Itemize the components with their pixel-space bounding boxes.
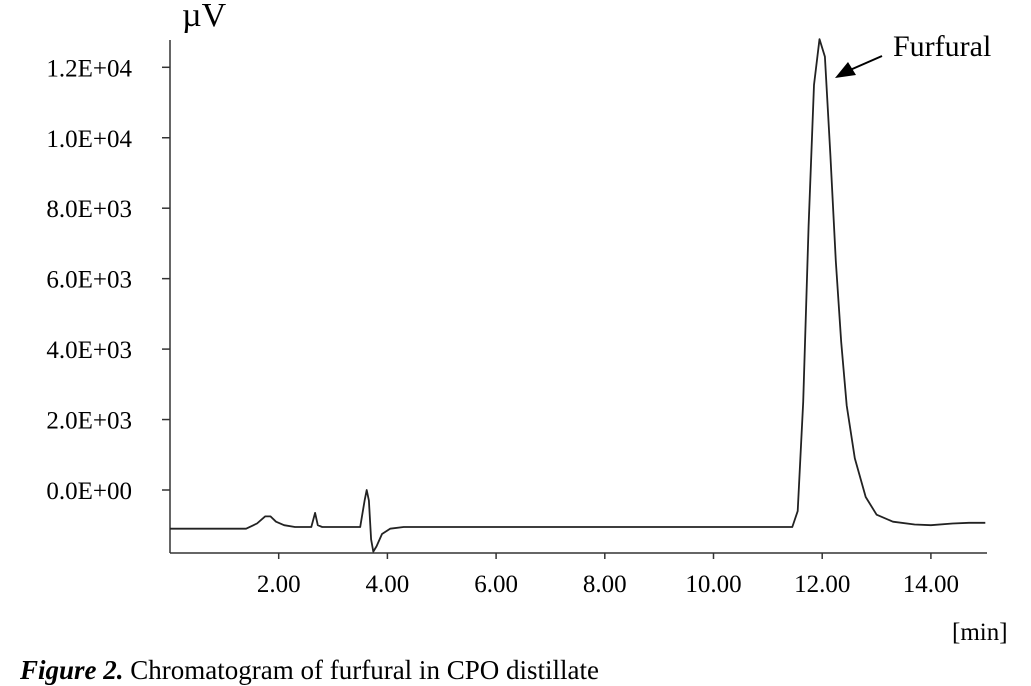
figure-caption-label: Figure 2. [20, 655, 124, 685]
x-axis-unit-label: [min] [952, 619, 1008, 646]
y-tick-label: 2.0E+03 [46, 408, 132, 435]
y-tick-label: 4.0E+03 [46, 337, 132, 364]
x-tick-label: 6.00 [474, 571, 518, 598]
figure-caption-text: Chromatogram of furfural in CPO distilla… [123, 655, 599, 685]
y-tick-label: 0.0E+00 [46, 478, 132, 505]
x-tick-label: 10.00 [685, 571, 741, 598]
x-tick-label: 12.00 [794, 571, 850, 598]
annotation-arrow-line [849, 55, 883, 71]
x-tick-label: 4.00 [366, 571, 410, 598]
annotation-label: Furfural [893, 30, 991, 63]
x-axis-ticks: 2.00 4.00 6.00 8.00 10.00 12.00 14.00 [257, 553, 959, 598]
figure-caption: Figure 2. Chromatogram of furfural in CP… [20, 655, 599, 686]
y-tick-label: 6.0E+03 [46, 267, 132, 294]
y-axis-unit-label: µV [182, 0, 227, 34]
y-tick-label: 1.2E+04 [46, 55, 132, 82]
y-tick-label: 8.0E+03 [46, 196, 132, 223]
x-tick-label: 14.00 [903, 571, 959, 598]
x-tick-label: 2.00 [257, 571, 301, 598]
chromatogram-trace [170, 38, 986, 553]
annotation-arrowhead-icon [835, 62, 856, 78]
furfural-annotation: Furfural [835, 30, 991, 78]
x-tick-label: 8.00 [583, 571, 627, 598]
y-tick-label: 1.0E+04 [46, 126, 132, 153]
axes [169, 40, 987, 554]
y-axis-ticks: 0.0E+00 2.0E+03 4.0E+03 6.0E+03 8.0E+03 1.0E+… [46, 55, 170, 505]
